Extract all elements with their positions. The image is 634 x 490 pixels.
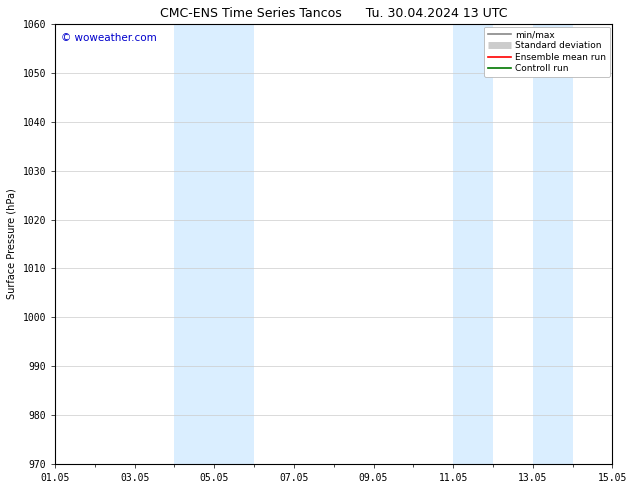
Y-axis label: Surface Pressure (hPa): Surface Pressure (hPa)	[7, 189, 17, 299]
Text: © woweather.com: © woweather.com	[61, 33, 157, 43]
Legend: min/max, Standard deviation, Ensemble mean run, Controll run: min/max, Standard deviation, Ensemble me…	[484, 26, 610, 76]
Bar	[174, 24, 214, 464]
Title: CMC-ENS Time Series Tancos      Tu. 30.04.2024 13 UTC: CMC-ENS Time Series Tancos Tu. 30.04.202…	[160, 7, 507, 20]
Bar	[214, 24, 254, 464]
Bar	[533, 24, 573, 464]
Bar	[453, 24, 493, 464]
